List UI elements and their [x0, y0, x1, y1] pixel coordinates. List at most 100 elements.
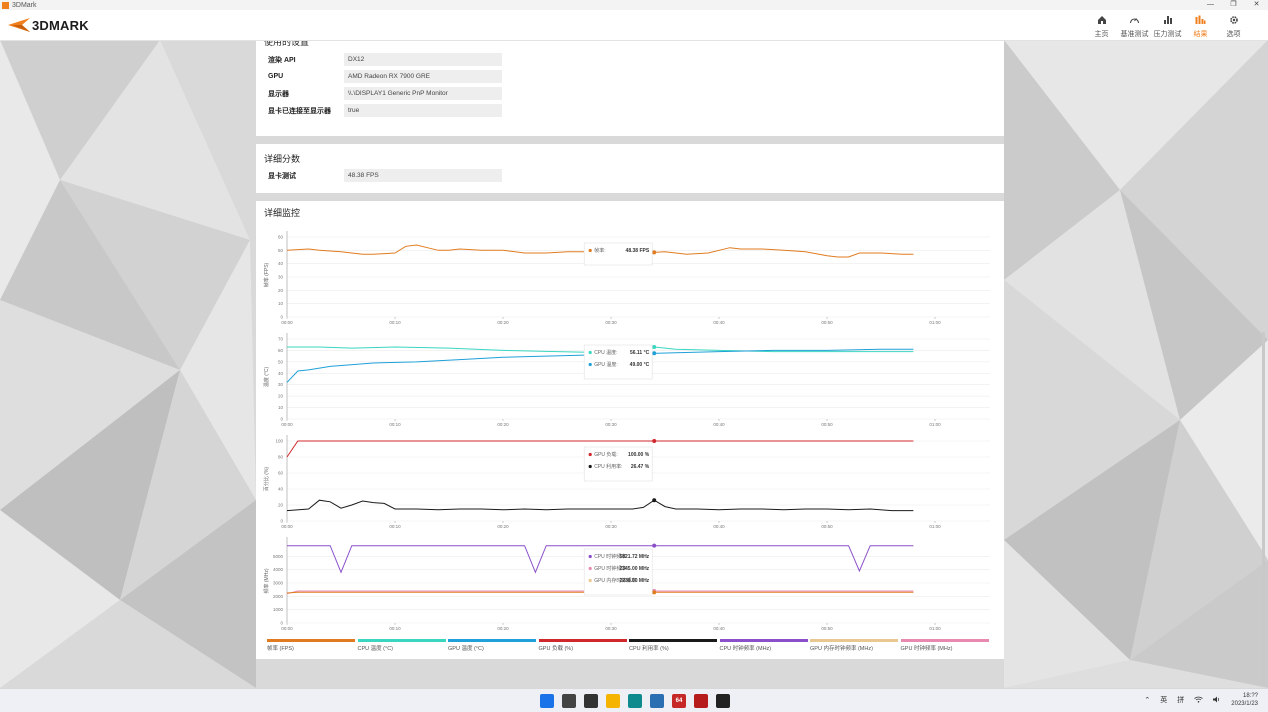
aida64-icon[interactable]: 64: [672, 694, 686, 708]
wifi-icon[interactable]: [1194, 696, 1204, 705]
legend-item[interactable]: CPU 利用率 (%): [629, 639, 720, 652]
legend-item[interactable]: GPU 负载 (%): [538, 639, 630, 652]
settings-panel: 使用的设置 渲染 API DX12 GPU AMD Radeon RX 7900…: [256, 37, 1004, 136]
y-axis-label: 温度 (°C): [263, 367, 270, 388]
y-tick-label: 30: [278, 275, 284, 280]
tooltip-label: CPU 温度:: [594, 349, 617, 356]
legend-item[interactable]: 帧率 (FPS): [267, 639, 358, 652]
gear-icon: [1229, 16, 1238, 24]
tray-chevron-icon[interactable]: ⌃: [1144, 697, 1151, 704]
score-key: 显卡测试: [268, 172, 296, 180]
3dmark-logo-icon: [8, 18, 30, 32]
x-tick-label: 00:40: [713, 320, 725, 325]
edge-icon[interactable]: [628, 694, 642, 708]
legend-color-bar: [900, 639, 989, 642]
nav-label: 主页: [1094, 31, 1109, 38]
score-value: 48.38 FPS: [344, 169, 502, 182]
window-title: 3DMark: [12, 1, 37, 9]
ime-language[interactable]: 英: [1160, 697, 1168, 704]
task-view-icon[interactable]: [584, 694, 598, 708]
tooltip-dot: [588, 350, 592, 355]
tooltip-marker: [652, 543, 657, 548]
y-tick-label: 50: [278, 248, 284, 253]
logo-text: 3DMARK: [32, 17, 89, 33]
settings-value: AMD Radeon RX 7900 GRE: [344, 70, 502, 83]
chart-legend: 帧率 (FPS) CPU 温度 (°C) GPU 温度 (°C) GPU 负载 (%)…: [267, 639, 991, 652]
x-tick-label: 01:00: [929, 320, 941, 325]
store-icon[interactable]: [650, 694, 664, 708]
legend-label: GPU 温度 (°C): [448, 646, 484, 652]
settings-value: \\.\DISPLAY1 Generic PnP Monitor: [344, 87, 502, 100]
series-line-帧率: [286, 244, 914, 258]
legend-color-bar: [267, 639, 355, 642]
game-icon[interactable]: [694, 694, 708, 708]
x-tick-label: 00:00: [281, 422, 293, 427]
x-tick-label: 00:20: [497, 524, 509, 529]
nav-home[interactable]: 主页: [1085, 14, 1118, 39]
x-tick-label: 00:40: [713, 524, 725, 529]
file-explorer-icon[interactable]: [606, 694, 620, 708]
minimize-button[interactable]: —: [1207, 1, 1214, 8]
x-tick-label: 00:30: [605, 626, 617, 631]
x-tick-label: 00:20: [497, 320, 509, 325]
y-tick-label: 70: [278, 337, 284, 342]
nav-label: 结果: [1193, 31, 1208, 38]
logo[interactable]: 3DMARK: [8, 16, 89, 34]
tooltip-dot: [588, 554, 592, 559]
settings-key: GPU: [268, 73, 284, 80]
tooltip-value: 56.11 °C: [630, 350, 650, 356]
tooltip-marker: [652, 351, 657, 356]
y-tick-label: 80: [278, 455, 284, 460]
tooltip-label: GPU 温度:: [594, 361, 618, 368]
x-tick-label: 00:10: [389, 320, 401, 325]
nav-results[interactable]: 结果: [1184, 14, 1217, 39]
x-tick-label: 00:20: [497, 626, 509, 631]
app-header: 3DMARK 主页 基准测试 压力测试 结果 选项: [0, 10, 1268, 41]
taskbar-apps: 64: [540, 694, 738, 708]
nav-options[interactable]: 选项: [1217, 14, 1250, 39]
close-button[interactable]: ✕: [1253, 1, 1260, 8]
legend-label: CPU 利用率 (%): [629, 646, 669, 652]
windows-start-icon[interactable]: [540, 694, 554, 708]
legend-item[interactable]: GPU 内存时钟频率 (MHz): [810, 639, 901, 652]
legend-label: GPU 内存时钟频率 (MHz): [810, 646, 873, 652]
tooltip-value: 2238.00 MHz: [619, 578, 649, 584]
y-tick-label: 100: [275, 439, 283, 444]
legend-item[interactable]: CPU 时钟频率 (MHz): [719, 639, 811, 652]
nav-label: 压力测试: [1153, 31, 1182, 38]
legend-color-bar: [810, 639, 898, 642]
y-axis-label: 帧率 (FPS): [263, 262, 270, 287]
settings-panel-title: 使用的设置: [264, 37, 310, 47]
nav-label: 选项: [1226, 31, 1241, 38]
nav-benchmarks[interactable]: 基准测试: [1118, 14, 1151, 39]
ime-mode[interactable]: 拼: [1177, 697, 1185, 704]
legend-item[interactable]: GPU 时钟频率 (MHz): [900, 639, 992, 652]
clock-date: 2023/1/23: [1231, 701, 1258, 707]
y-tick-label: 20: [278, 503, 284, 508]
x-tick-label: 00:30: [605, 524, 617, 529]
x-tick-label: 00:00: [281, 320, 293, 325]
legend-item[interactable]: GPU 温度 (°C): [448, 639, 539, 652]
nav-stress-tests[interactable]: 压力测试: [1151, 14, 1184, 39]
search-icon[interactable]: [562, 694, 576, 708]
legend-item[interactable]: CPU 温度 (°C): [357, 639, 449, 652]
taskbar: 64 ⌃ 英 拼 18:?? 2023/1/23: [0, 688, 1268, 712]
legend-label: GPU 负载 (%): [538, 646, 574, 652]
page-scrollbar[interactable]: [1261, 42, 1266, 686]
x-tick-label: 01:00: [929, 626, 941, 631]
monitoring-panel: 详细监控 0 10 20 30 40 50 60 帧率 (FPS) 00:00 00:10 00:2…: [256, 201, 1004, 659]
3dmark-icon[interactable]: [716, 694, 730, 708]
monitoring-charts[interactable]: 0 10 20 30 40 50 60 帧率 (FPS) 00:00 00:10 00:20 00:3…: [256, 201, 1004, 639]
scrollbar-thumb[interactable]: [1262, 332, 1265, 684]
y-tick-label: 40: [278, 487, 284, 492]
maximize-button[interactable]: ❐: [1230, 1, 1237, 8]
series-line-CPU 时钟频率: [287, 545, 914, 574]
tooltip-marker: [652, 498, 657, 503]
volume-icon[interactable]: [1213, 696, 1221, 705]
x-tick-label: 00:20: [497, 422, 509, 427]
taskbar-clock[interactable]: 18:?? 2023/1/23: [1231, 692, 1258, 708]
y-tick-label: 50: [278, 359, 284, 364]
series-line-GPU 负载: [286, 440, 914, 458]
clock-time: 18:??: [1242, 693, 1258, 699]
settings-key: 显示器: [268, 90, 289, 98]
